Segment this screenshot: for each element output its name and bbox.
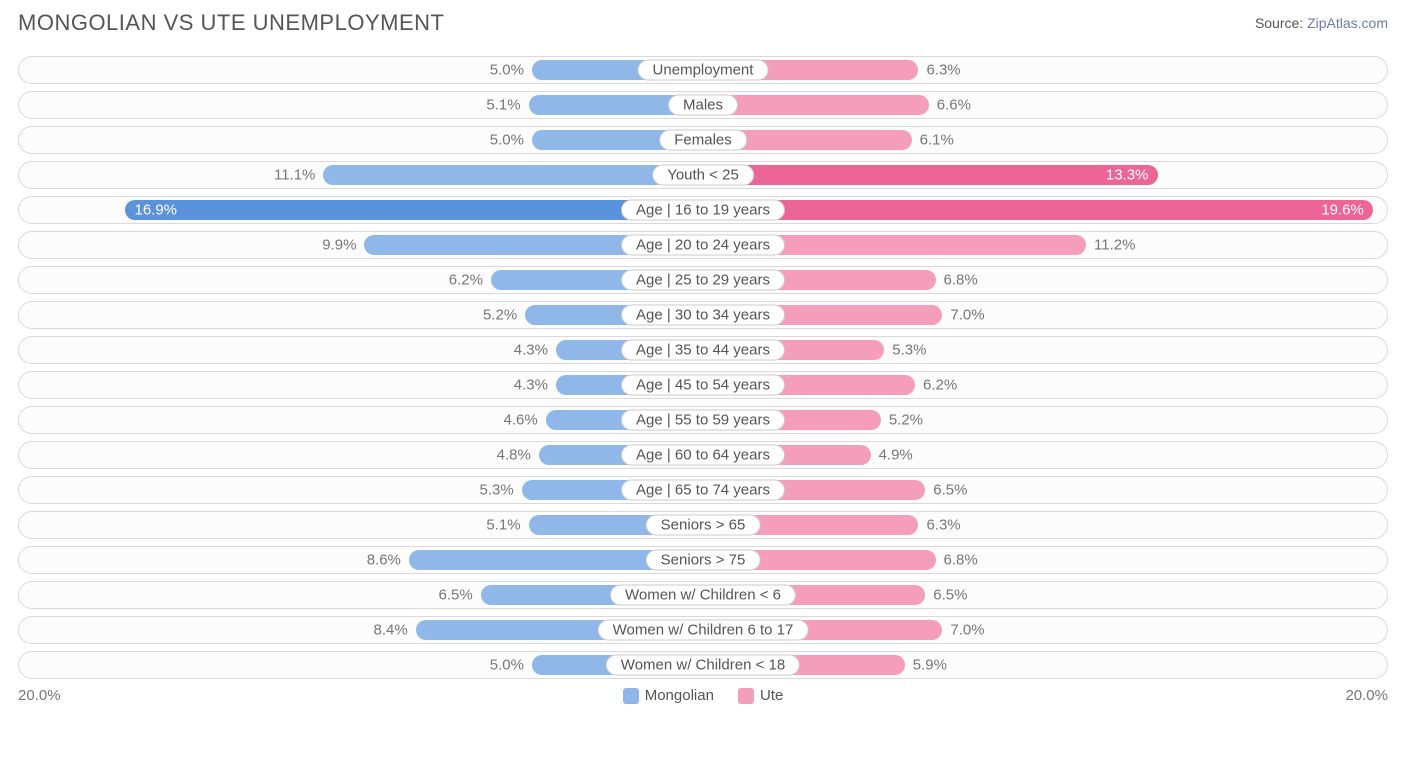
legend-label-right: Ute: [760, 687, 783, 704]
legend-item-right: Ute: [738, 687, 783, 704]
chart-row: 8.4% 7.0% Women w/ Children 6 to 17: [18, 616, 1388, 644]
chart-row: 4.6% 5.2% Age | 55 to 59 years: [18, 406, 1388, 434]
chart-row: 5.1% 6.3% Seniors > 65: [18, 511, 1388, 539]
value-left: 5.0%: [490, 62, 524, 79]
chart-row: 5.1% 6.6% Males: [18, 91, 1388, 119]
bar-left: [323, 165, 703, 185]
bar-right: [703, 200, 1373, 220]
chart-footer: 20.0% Mongolian Ute 20.0%: [18, 687, 1388, 704]
value-left: 5.0%: [490, 657, 524, 674]
category-label: Age | 55 to 59 years: [621, 410, 785, 431]
value-left: 4.6%: [503, 412, 537, 429]
category-label: Females: [659, 130, 747, 151]
category-label: Seniors > 65: [646, 515, 761, 536]
value-right: 13.3%: [1106, 167, 1149, 184]
value-right: 5.9%: [913, 657, 947, 674]
category-label: Women w/ Children < 18: [606, 655, 800, 676]
value-right: 4.9%: [879, 447, 913, 464]
value-right: 19.6%: [1321, 202, 1364, 219]
category-label: Youth < 25: [652, 165, 754, 186]
value-right: 11.2%: [1094, 237, 1135, 254]
value-left: 5.0%: [490, 132, 524, 149]
value-left: 6.5%: [439, 587, 473, 604]
chart-row: 6.2% 6.8% Age | 25 to 29 years: [18, 266, 1388, 294]
category-label: Seniors > 75: [646, 550, 761, 571]
legend-swatch-right: [738, 688, 754, 704]
chart-row: 8.6% 6.8% Seniors > 75: [18, 546, 1388, 574]
axis-max-right: 20.0%: [1345, 687, 1388, 704]
category-label: Age | 45 to 54 years: [621, 375, 785, 396]
chart-row: 5.0% 5.9% Women w/ Children < 18: [18, 651, 1388, 679]
chart-row: 6.5% 6.5% Women w/ Children < 6: [18, 581, 1388, 609]
value-left: 16.9%: [134, 202, 177, 219]
category-label: Males: [668, 95, 738, 116]
category-label: Unemployment: [638, 60, 769, 81]
source-link[interactable]: ZipAtlas.com: [1307, 15, 1388, 31]
chart-row: 4.8% 4.9% Age | 60 to 64 years: [18, 441, 1388, 469]
chart-rows: 5.0% 6.3% Unemployment 5.1% 6.6% Males 5.0% 6.1…: [18, 56, 1388, 679]
value-right: 5.2%: [889, 412, 923, 429]
bar-right: [703, 165, 1158, 185]
value-left: 5.1%: [486, 97, 520, 114]
chart-title: MONGOLIAN VS UTE UNEMPLOYMENT: [18, 10, 444, 36]
category-label: Women w/ Children < 6: [610, 585, 796, 606]
value-left: 4.3%: [514, 342, 548, 359]
value-right: 6.8%: [944, 272, 978, 289]
value-right: 6.3%: [926, 62, 960, 79]
legend-swatch-left: [623, 688, 639, 704]
chart-row: 4.3% 6.2% Age | 45 to 54 years: [18, 371, 1388, 399]
value-right: 6.1%: [920, 132, 954, 149]
value-left: 8.4%: [374, 622, 408, 639]
legend: Mongolian Ute: [623, 687, 784, 704]
category-label: Age | 35 to 44 years: [621, 340, 785, 361]
value-left: 6.2%: [449, 272, 483, 289]
chart-source: Source: ZipAtlas.com: [1255, 15, 1388, 31]
category-label: Age | 30 to 34 years: [621, 305, 785, 326]
category-label: Age | 16 to 19 years: [621, 200, 785, 221]
category-label: Age | 25 to 29 years: [621, 270, 785, 291]
value-left: 5.2%: [483, 307, 517, 324]
chart-header: MONGOLIAN VS UTE UNEMPLOYMENT Source: Zi…: [18, 10, 1388, 36]
value-right: 7.0%: [950, 622, 984, 639]
chart-row: 5.3% 6.5% Age | 65 to 74 years: [18, 476, 1388, 504]
chart-row: 11.1% 13.3% Youth < 25: [18, 161, 1388, 189]
chart-row: 4.3% 5.3% Age | 35 to 44 years: [18, 336, 1388, 364]
category-label: Age | 20 to 24 years: [621, 235, 785, 256]
category-label: Women w/ Children 6 to 17: [598, 620, 809, 641]
value-right: 6.6%: [937, 97, 971, 114]
axis-max-left: 20.0%: [18, 687, 61, 704]
chart-row: 9.9% 11.2% Age | 20 to 24 years: [18, 231, 1388, 259]
chart-row: 5.0% 6.3% Unemployment: [18, 56, 1388, 84]
value-right: 6.5%: [933, 587, 967, 604]
legend-label-left: Mongolian: [645, 687, 714, 704]
source-label: Source:: [1255, 15, 1303, 31]
value-left: 4.8%: [497, 447, 531, 464]
value-left: 5.3%: [480, 482, 514, 499]
value-right: 7.0%: [950, 307, 984, 324]
value-left: 5.1%: [486, 517, 520, 534]
category-label: Age | 60 to 64 years: [621, 445, 785, 466]
value-right: 6.8%: [944, 552, 978, 569]
chart-row: 16.9% 19.6% Age | 16 to 19 years: [18, 196, 1388, 224]
value-left: 4.3%: [514, 377, 548, 394]
value-left: 9.9%: [322, 237, 356, 254]
bar-left: [125, 200, 703, 220]
category-label: Age | 65 to 74 years: [621, 480, 785, 501]
value-right: 5.3%: [892, 342, 926, 359]
value-right: 6.3%: [926, 517, 960, 534]
legend-item-left: Mongolian: [623, 687, 714, 704]
value-left: 11.1%: [274, 167, 315, 184]
chart-row: 5.2% 7.0% Age | 30 to 34 years: [18, 301, 1388, 329]
value-left: 8.6%: [367, 552, 401, 569]
value-right: 6.2%: [923, 377, 957, 394]
chart-row: 5.0% 6.1% Females: [18, 126, 1388, 154]
value-right: 6.5%: [933, 482, 967, 499]
